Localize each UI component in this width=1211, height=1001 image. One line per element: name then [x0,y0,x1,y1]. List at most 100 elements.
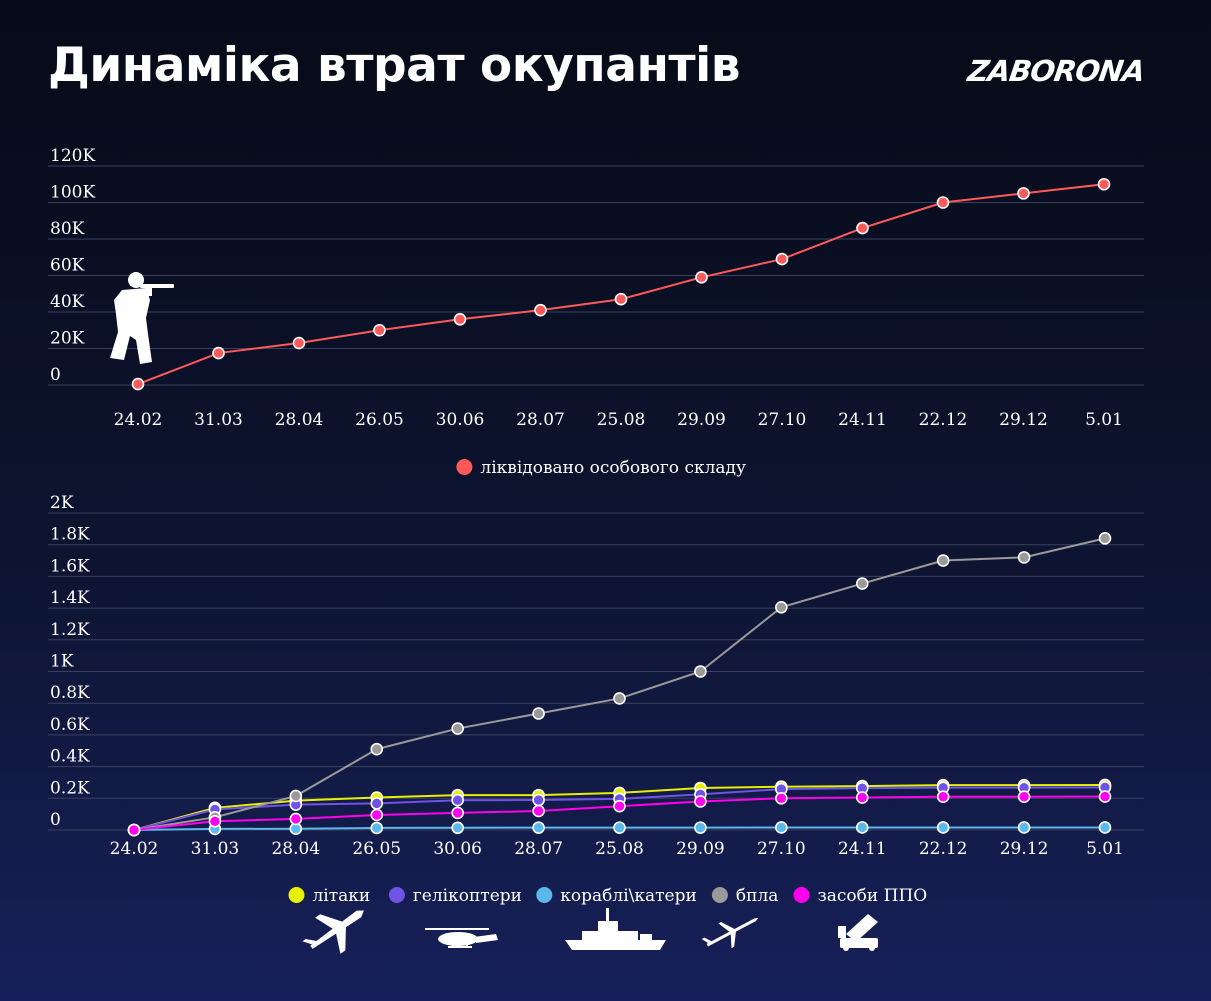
legend-label: бпла [736,886,779,906]
x-tick-label: 29.09 [677,410,726,430]
x-tick-label: 30.06 [433,839,482,859]
data-point [289,789,303,803]
data-point [1017,821,1031,834]
x-tick-label: 26.05 [352,839,401,859]
data-point [613,692,626,705]
x-tick-label: 5.01 [1086,839,1124,859]
data-point [694,665,707,678]
y-tick-label: 100K [50,183,95,203]
data-point [775,821,788,834]
data-point [775,252,789,266]
data-point [532,707,545,720]
data-point [532,793,545,807]
x-tick-label: 24.02 [110,839,159,859]
data-point [453,312,467,326]
soldier-icon [110,272,174,364]
page-title: Динаміка втрат окупантів [48,38,741,93]
data-point [370,797,384,810]
y-tick-label: 0 [50,810,61,830]
x-tick-label: 5.01 [1085,410,1123,430]
y-tick-label: 20K [50,329,85,349]
x-tick-label: 28.07 [514,839,563,859]
data-point [1017,551,1031,564]
y-tick-label: 40K [50,292,85,312]
x-tick-label: 24.02 [114,410,163,430]
y-tick-label: 1.2K [50,620,90,640]
x-tick-label: 22.12 [919,410,968,430]
data-point [1017,187,1030,200]
data-point [936,554,950,567]
x-tick-label: 28.04 [271,839,320,859]
drone-icon [701,917,759,949]
y-tick-label: 0.2K [50,778,90,798]
y-tick-label: 60K [50,256,85,276]
x-tick-label: 31.03 [191,839,240,859]
equipment-chart: 0 0.2K 0.4K 0.6K 0.8K 1K 1.2K 1.4K 1.6K 1.8K 2K 24.… [48,493,1144,906]
air-defense-launcher-icon [838,914,878,951]
y-tick-label: 1K [50,652,74,672]
legend-marker [711,887,728,903]
personnel-chart: 0 20K 40K 60K 80K 100K 120K 24.02 31.03 28.04 26.0… [48,146,1144,478]
series-line [133,537,1106,831]
data-point [613,799,626,813]
legend-label: засоби ППО [818,886,928,906]
data-point [694,821,707,834]
data-point [451,793,464,807]
data-point [534,303,547,317]
y-tick-label: 120K [50,146,95,166]
x-tick-label: 31.03 [194,410,243,430]
data-point [936,790,950,804]
data-point [1098,790,1112,803]
x-tick-label: 29.12 [999,410,1048,430]
y-tick-label: 1.6K [50,556,90,576]
data-point [694,795,707,808]
x-tick-label: 28.04 [275,410,324,430]
data-point [855,821,869,834]
legend-marker [536,887,553,903]
x-tick-label: 24.11 [838,839,887,859]
x-tick-label: 28.07 [516,410,565,430]
data-point [131,377,145,391]
legend-label: літаки [313,886,371,906]
legend-marker [288,887,305,903]
data-point [775,791,788,805]
data-point [451,821,464,835]
x-tick-label: 27.10 [758,410,807,430]
y-tick-label: 0 [50,365,61,385]
data-point [855,577,869,590]
data-point [451,806,464,820]
data-point [1097,177,1111,191]
data-point [532,804,545,818]
x-tick-label: 22.12 [919,839,968,859]
data-point [370,821,384,835]
legend-marker [456,459,473,475]
x-tick-label: 27.10 [757,839,806,859]
legend-marker [793,887,810,903]
legend-label: ліквідовано особового складу [480,458,746,478]
series-line [137,183,1105,386]
warship-icon [565,908,666,950]
data-point [370,742,384,756]
y-tick-label: 80K [50,219,85,239]
x-tick-label: 25.08 [597,410,646,430]
y-tick-label: 2K [50,493,74,513]
data-point [614,292,628,306]
x-tick-label: 30.06 [436,410,485,430]
data-point [855,791,869,804]
data-point [208,814,222,828]
y-tick-label: 1.4K [50,588,90,608]
data-point [373,323,386,337]
data-point [451,722,464,735]
x-tick-label: 24.11 [838,410,887,430]
data-point [370,808,384,822]
data-point [127,823,141,837]
data-point [1017,790,1031,804]
x-tick-label: 26.05 [355,410,404,430]
legend-marker [388,887,405,903]
helicopter-icon [425,928,498,948]
data-point [613,821,626,834]
data-point [775,601,788,614]
data-point [292,336,306,350]
x-tick-label: 29.12 [1000,839,1049,859]
